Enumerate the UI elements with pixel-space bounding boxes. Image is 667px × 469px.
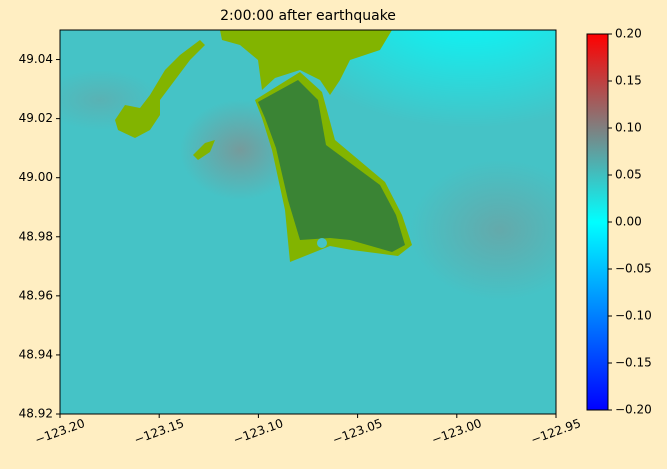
axes-frame xyxy=(59,29,557,415)
y-tick-label: 48.92 xyxy=(19,407,53,421)
x-tick-label: −123.05 xyxy=(331,416,385,447)
x-tick-label: −123.20 xyxy=(33,416,87,447)
y-tick-label: 49.02 xyxy=(19,111,53,125)
x-tick-label: −122.95 xyxy=(529,416,583,447)
colorbar-tick-label: 0.05 xyxy=(615,168,642,182)
colorbar xyxy=(586,33,609,411)
x-tick-label: −123.15 xyxy=(132,416,186,447)
colorbar-tick-label: −0.20 xyxy=(615,403,652,417)
map-image xyxy=(60,30,556,414)
colorbar-tick-label: −0.10 xyxy=(615,309,652,323)
y-tick-label: 49.00 xyxy=(19,170,53,184)
x-tick-label: −123.10 xyxy=(231,416,285,447)
y-tick-label: 48.96 xyxy=(19,288,53,302)
chart-title: 2:00:00 after earthquake xyxy=(220,8,396,24)
colorbar-tick-label: −0.05 xyxy=(615,262,652,276)
colorbar-tick-label: 0.10 xyxy=(615,121,642,135)
colorbar-tick-label: 0.15 xyxy=(615,74,642,88)
colorbar-tick-label: −0.15 xyxy=(615,356,652,370)
y-tick-label: 48.94 xyxy=(19,347,53,361)
y-tick-label: 49.04 xyxy=(19,52,53,66)
y-tick-label: 48.98 xyxy=(19,229,53,243)
x-tick-label: −123.00 xyxy=(430,416,484,447)
colorbar-tick-label: 0.20 xyxy=(615,27,642,41)
colorbar-tick-label: 0.00 xyxy=(615,215,642,229)
